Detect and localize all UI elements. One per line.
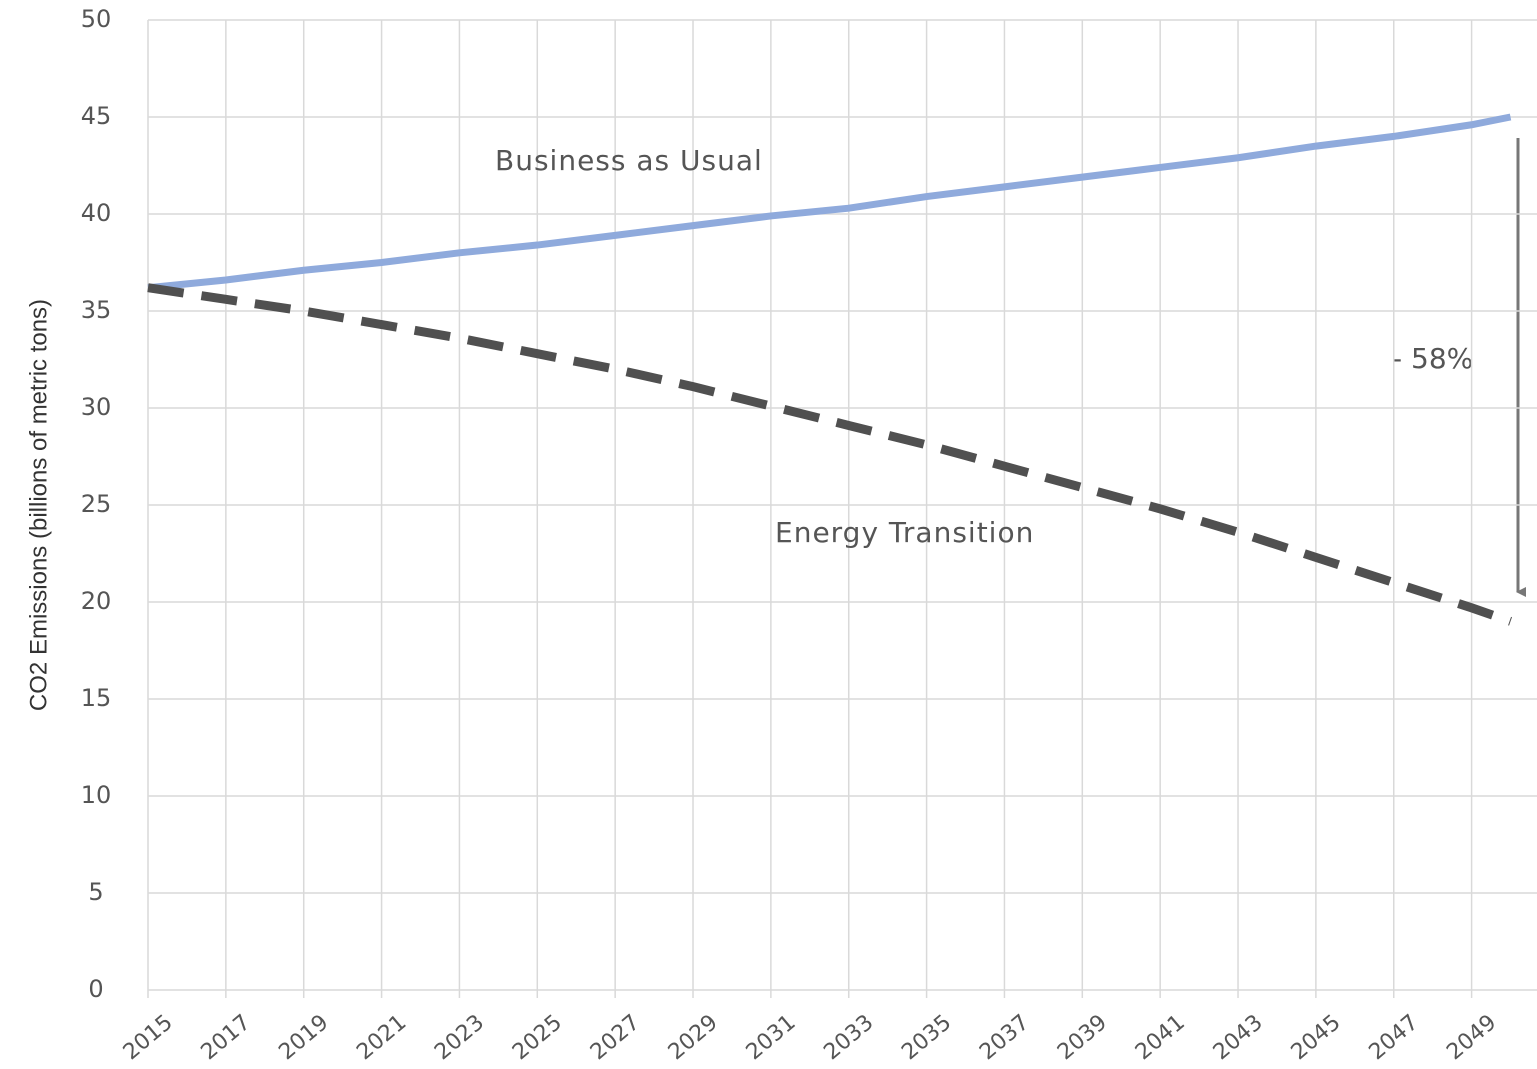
x-tick-label: 2015 <box>119 1010 178 1065</box>
x-tick-label: 2047 <box>1364 1010 1423 1065</box>
y-tick-label: 50 <box>81 5 112 33</box>
y-tick-label: 0 <box>88 975 103 1003</box>
x-tick-label: 2039 <box>1053 1010 1112 1065</box>
x-tick-label: 2045 <box>1287 1010 1346 1065</box>
series-line <box>147 283 1513 626</box>
y-tick-label: 5 <box>88 878 103 906</box>
y-tick-label: 45 <box>81 102 112 130</box>
x-tick-label: 2023 <box>430 1010 489 1065</box>
series-line <box>147 113 1512 292</box>
y-tick-label: 40 <box>81 199 112 227</box>
y-axis-label: CO2 Emissions (billions of metric tons) <box>25 299 52 711</box>
series-annotation: Energy Transition <box>775 516 1034 549</box>
x-tick-label: 2037 <box>975 1010 1034 1065</box>
x-tick-label: 2049 <box>1442 1010 1501 1065</box>
x-tick-label: 2029 <box>664 1010 723 1065</box>
x-tick-label: 2035 <box>897 1010 956 1065</box>
y-tick-label: 15 <box>81 684 112 712</box>
x-tick-label: 2019 <box>274 1010 333 1065</box>
series-annotation: Business as Usual <box>495 144 763 177</box>
y-tick-label: 10 <box>81 781 112 809</box>
x-tick-label: 2043 <box>1209 1010 1268 1065</box>
y-tick-label: 25 <box>81 490 112 518</box>
y-tick-label: 30 <box>81 393 112 421</box>
x-tick-label: 2027 <box>586 1010 645 1065</box>
x-tick-label: 2021 <box>352 1010 411 1065</box>
annotation: - 58% <box>1392 342 1473 375</box>
y-tick-label: 35 <box>81 296 112 324</box>
y-tick-label: 20 <box>81 587 112 615</box>
x-tick-label: 2017 <box>197 1010 256 1065</box>
x-tick-label: 2033 <box>819 1010 878 1065</box>
x-tick-label: 2025 <box>508 1010 567 1065</box>
x-tick-label: 2031 <box>742 1010 801 1065</box>
x-tick-label: 2041 <box>1131 1010 1190 1065</box>
